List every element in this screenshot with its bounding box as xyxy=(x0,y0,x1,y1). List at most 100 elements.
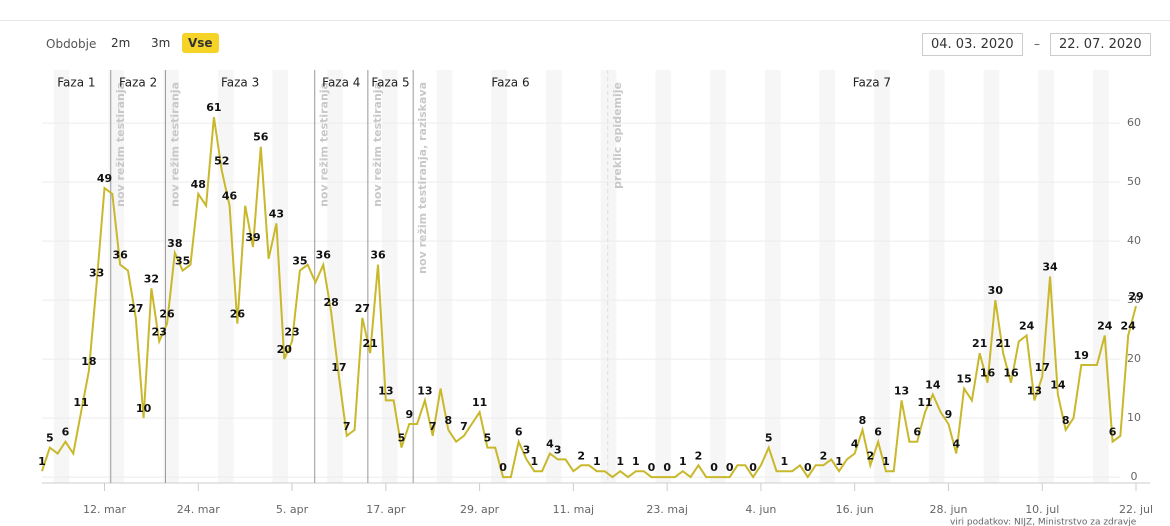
date-from[interactable]: 04. 03. 2020 xyxy=(922,33,1023,56)
week-band xyxy=(928,70,945,483)
data-label: 0 xyxy=(663,461,671,474)
data-label: 30 xyxy=(988,284,1004,297)
week-band xyxy=(983,70,1000,483)
range-button[interactable]: Vse xyxy=(182,33,219,53)
data-label: 24 xyxy=(1019,320,1035,333)
data-label: 16 xyxy=(1003,367,1019,380)
data-label: 5 xyxy=(484,432,492,445)
data-label: 5 xyxy=(765,432,773,445)
data-label: 11 xyxy=(472,396,487,409)
data-label: 1 xyxy=(679,455,687,468)
data-line xyxy=(41,117,1137,479)
source: viri podatkov: NIJZ, Ministrstvo za zdra… xyxy=(950,518,1137,526)
week-band xyxy=(381,70,398,483)
data-label: 14 xyxy=(925,379,941,392)
x-tick-label: 29. apr xyxy=(460,503,500,516)
data-label: 13 xyxy=(894,384,909,397)
data-label: 10 xyxy=(136,402,152,415)
data-label: 0 xyxy=(710,461,718,474)
data-label: 26 xyxy=(230,308,246,321)
week-band xyxy=(764,70,781,483)
data-label: 35 xyxy=(292,255,307,268)
week-band xyxy=(436,70,453,483)
data-label: 18 xyxy=(81,355,96,368)
data-label: 21 xyxy=(363,337,378,350)
data-label: 0 xyxy=(749,461,757,474)
period-label: Obdobje xyxy=(46,37,97,51)
data-label: 21 xyxy=(972,337,987,350)
data-label: 43 xyxy=(269,207,284,220)
week-band xyxy=(108,70,125,483)
x-tick-label: 5. apr xyxy=(276,503,309,516)
week-band xyxy=(874,70,890,483)
data-label: 4 xyxy=(546,438,554,451)
data-label: 3 xyxy=(523,443,531,456)
range-button[interactable]: 2m xyxy=(111,36,131,50)
x-tick-label: 12. mar xyxy=(83,503,126,516)
data-label: 4 xyxy=(851,438,859,451)
y-tick-label: 30 xyxy=(1127,293,1141,306)
data-label: 5 xyxy=(46,432,54,445)
phase-label: Faza 3 xyxy=(221,76,259,90)
x-tick-label: 10. jul xyxy=(1025,503,1059,516)
data-label: 9 xyxy=(945,408,953,421)
data-label: 0 xyxy=(499,461,507,474)
data-label: 6 xyxy=(1109,426,1117,439)
data-label: 0 xyxy=(726,461,734,474)
data-label: 48 xyxy=(191,178,206,191)
data-label: 2 xyxy=(695,449,703,462)
y-tick-label: 20 xyxy=(1127,352,1141,365)
phase-label: Faza 6 xyxy=(491,76,529,90)
data-label: 8 xyxy=(1062,414,1070,427)
event-label: nov režim testiranja xyxy=(371,82,384,207)
event-label: nov režim testiranja xyxy=(168,82,181,207)
data-label: 35 xyxy=(175,255,190,268)
data-label: 20 xyxy=(277,343,293,356)
week-band xyxy=(53,70,70,483)
data-label: 6 xyxy=(62,426,70,439)
data-label: 2 xyxy=(577,449,585,462)
phase-label: Faza 5 xyxy=(371,76,409,90)
data-label: 16 xyxy=(980,367,996,380)
data-label: 7 xyxy=(429,420,437,433)
data-label: 39 xyxy=(245,231,260,244)
data-label: 15 xyxy=(956,373,971,386)
data-label: 6 xyxy=(515,426,523,439)
data-label: 2 xyxy=(866,449,874,462)
week-band xyxy=(710,70,726,483)
data-label: 27 xyxy=(128,302,143,315)
range-button[interactable]: 3m xyxy=(151,36,171,50)
data-label: 11 xyxy=(917,396,932,409)
phase-label: Faza 4 xyxy=(322,76,360,90)
data-label: 4 xyxy=(952,438,960,451)
week-band xyxy=(655,70,672,483)
data-label: 32 xyxy=(144,272,159,285)
x-tick-label: 22. jul xyxy=(1119,503,1153,516)
data-label: 34 xyxy=(1042,261,1058,274)
event-label: nov režim testiranja, raziskava xyxy=(416,82,429,274)
data-label: 7 xyxy=(343,420,351,433)
data-label: 13 xyxy=(417,384,432,397)
data-label: 52 xyxy=(214,154,229,167)
date-to[interactable]: 22. 07. 2020 xyxy=(1050,33,1151,56)
x-tick-label: 11. maj xyxy=(553,503,595,516)
data-label: 23 xyxy=(284,325,299,338)
y-tick-label: 0 xyxy=(1131,470,1138,483)
data-label: 61 xyxy=(206,101,221,114)
data-label: 36 xyxy=(112,249,128,262)
data-label: 24 xyxy=(1121,320,1137,333)
data-label: 8 xyxy=(445,414,453,427)
data-label: 19 xyxy=(1074,349,1089,362)
data-label: 6 xyxy=(874,426,882,439)
data-label: 38 xyxy=(167,237,182,250)
data-label: 13 xyxy=(1027,384,1042,397)
data-label: 9 xyxy=(405,408,413,421)
data-label: 8 xyxy=(859,414,867,427)
y-tick-label: 50 xyxy=(1127,175,1141,188)
data-label: 36 xyxy=(316,249,332,262)
data-label: 3 xyxy=(554,443,562,456)
date-separator: – xyxy=(1034,37,1040,51)
data-label: 1 xyxy=(38,455,46,468)
week-band xyxy=(1093,70,1109,483)
data-label: 11 xyxy=(73,396,88,409)
